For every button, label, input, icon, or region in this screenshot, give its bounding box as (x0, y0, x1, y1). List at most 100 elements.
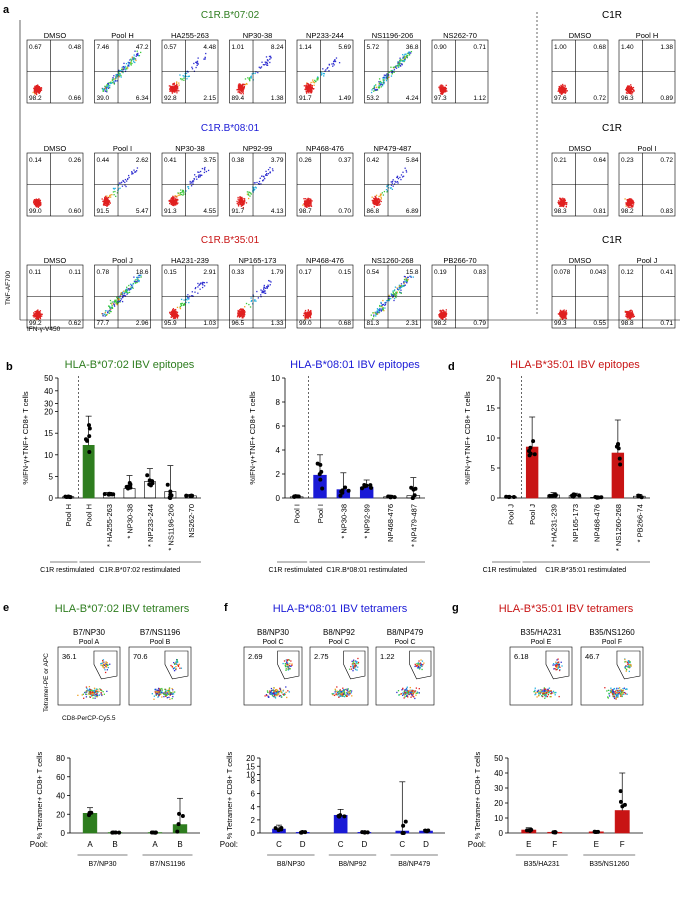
quadrant-ur: 1.79 (271, 269, 284, 276)
quadrant-ul: 0.078 (554, 269, 571, 276)
data-dot (379, 308, 380, 309)
data-dot (198, 172, 199, 173)
data-dot (443, 313, 444, 314)
data-dot (125, 292, 126, 293)
data-dot (126, 289, 127, 290)
data-dot (130, 63, 131, 64)
data-dot (197, 65, 198, 66)
data-dot (194, 174, 195, 175)
y-tick-label: 4 (276, 446, 281, 455)
data-dot (373, 315, 374, 316)
data-dot (397, 65, 398, 66)
data-dot (267, 63, 268, 64)
data-dot (126, 180, 127, 181)
data-dot (138, 280, 139, 281)
quadrant-lr: 1.12 (473, 95, 486, 102)
data-dot (104, 89, 105, 90)
data-dot (183, 192, 184, 193)
data-dot (393, 300, 394, 301)
data-dot (113, 81, 114, 82)
data-dot (108, 305, 109, 306)
quadrant-ll: 99.0 (29, 208, 42, 215)
data-dot (254, 73, 255, 74)
data-dot (397, 181, 398, 182)
data-dot (631, 87, 632, 88)
data-dot (114, 191, 115, 192)
data-dot (626, 92, 627, 93)
data-dot (123, 69, 124, 70)
data-dot (309, 201, 310, 202)
data-dot (401, 174, 402, 175)
data-dot (89, 686, 90, 687)
data-dot (181, 299, 182, 300)
data-dot (385, 304, 386, 305)
data-dot (125, 66, 126, 67)
data-dot (372, 197, 373, 198)
data-dot (187, 298, 188, 299)
data-dot (249, 192, 250, 193)
data-dot (172, 309, 173, 310)
data-dot (305, 198, 306, 199)
data-dot (191, 67, 192, 68)
data-dot (258, 297, 259, 298)
data-dot (379, 87, 380, 88)
data-point (297, 494, 301, 498)
data-dot (261, 176, 262, 177)
data-dot (36, 85, 37, 86)
data-dot (393, 67, 394, 68)
data-dot (159, 695, 160, 696)
y-axis-label: Tetramer-PE or APC (43, 653, 50, 712)
quadrant-ul: 0.41 (164, 157, 177, 164)
data-dot (105, 661, 106, 662)
data-point (166, 483, 170, 487)
data-dot (406, 170, 407, 171)
data-dot (259, 181, 260, 182)
data-dot (107, 669, 108, 670)
data-dot (305, 310, 306, 311)
data-dot (206, 282, 207, 283)
x-axis-label: CD8-PerCP-Cy5.5 (62, 715, 116, 722)
data-dot (446, 88, 447, 89)
data-dot (175, 85, 176, 86)
data-point (320, 487, 324, 491)
quadrant-lr: 2.96 (136, 320, 149, 327)
data-dot (311, 87, 312, 88)
data-dot (174, 84, 175, 85)
data-dot (333, 61, 334, 62)
data-dot (374, 85, 375, 86)
data-dot (169, 90, 170, 91)
data-dot (171, 204, 172, 205)
data-dot (181, 305, 182, 306)
data-dot (444, 316, 445, 317)
data-dot (244, 306, 245, 307)
data-dot (632, 92, 633, 93)
tetramer-label: B7/NS1196 (140, 628, 181, 637)
data-point (190, 494, 194, 498)
data-dot (243, 88, 244, 89)
data-dot (121, 69, 122, 70)
data-dot (393, 293, 394, 294)
bar (612, 453, 624, 498)
data-dot (438, 87, 439, 88)
data-dot (264, 285, 265, 286)
data-dot (107, 312, 108, 313)
data-dot (94, 688, 95, 689)
data-dot (178, 195, 179, 196)
data-dot (381, 201, 382, 202)
data-dot (628, 312, 629, 313)
data-dot (181, 194, 182, 195)
data-dot (96, 689, 97, 690)
data-dot (392, 181, 393, 182)
data-point (338, 494, 342, 498)
data-dot (183, 78, 184, 79)
data-dot (158, 690, 159, 691)
y-tick-label: 5 (491, 464, 496, 473)
data-dot (400, 179, 401, 180)
data-dot (303, 315, 304, 316)
quadrant-ur: 4.48 (203, 44, 216, 51)
data-dot (408, 279, 409, 280)
data-dot (186, 73, 187, 74)
data-dot (308, 92, 309, 93)
data-dot (128, 288, 129, 289)
